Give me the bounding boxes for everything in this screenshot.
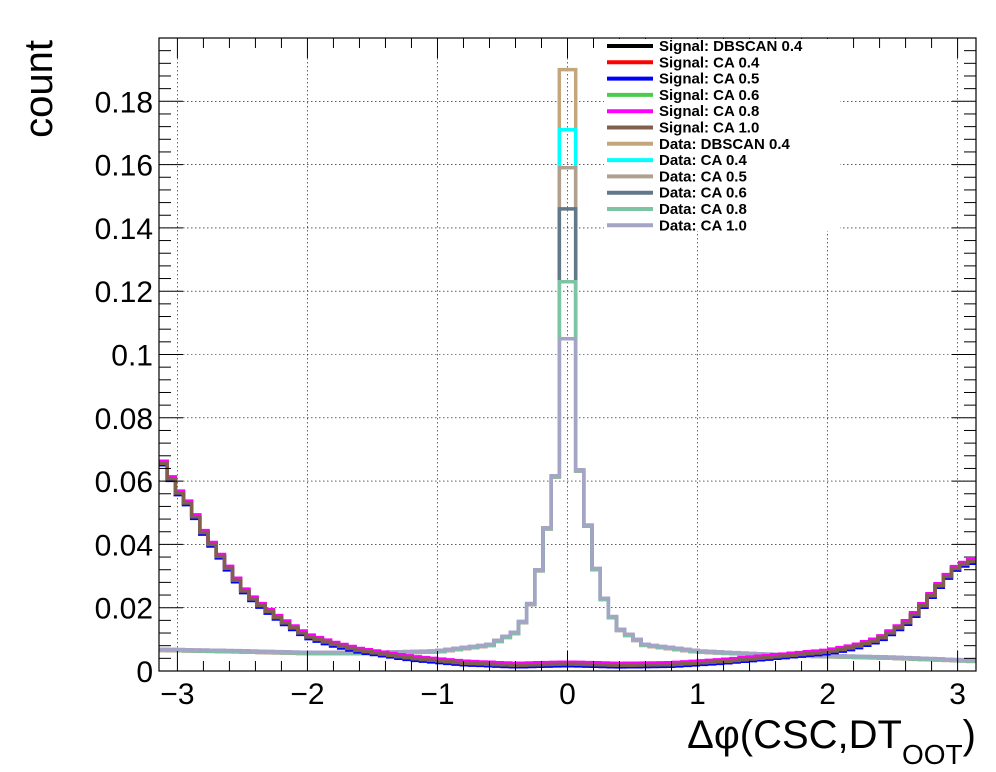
- y-tick-label: 0.14: [95, 213, 153, 246]
- y-tick-label: 0.02: [95, 593, 153, 626]
- x-tick-label: −3: [160, 678, 194, 711]
- legend-label: Signal: CA 0.6: [659, 87, 759, 104]
- y-tick-label: 0.04: [95, 529, 153, 562]
- legend-label: Data: CA 0.6: [659, 185, 747, 202]
- y-tick-label: 0.06: [95, 466, 153, 499]
- legend-label: Data: CA 1.0: [659, 217, 747, 234]
- legend-label: Signal: CA 0.8: [659, 103, 759, 120]
- legend-label: Signal: CA 1.0: [659, 120, 759, 137]
- x-tick-label: 1: [689, 678, 706, 711]
- legend-label: Signal: DBSCAN 0.4: [659, 38, 803, 55]
- x-tick-label: 3: [949, 678, 966, 711]
- legend-label: Data: CA 0.4: [659, 152, 747, 169]
- x-tick-label: 0: [559, 678, 576, 711]
- x-tick-label: 2: [819, 678, 836, 711]
- x-tick-label: −2: [290, 678, 324, 711]
- y-tick-label: 0.16: [95, 150, 153, 183]
- legend-label: Signal: CA 0.4: [659, 54, 760, 71]
- grid: [159, 38, 976, 672]
- y-tick-label: 0.1: [111, 340, 153, 373]
- y-tick-label: 0.18: [95, 86, 153, 119]
- x-axis-title-subscript: OOT: [902, 739, 963, 770]
- legend-box: [604, 39, 840, 231]
- series-line: [159, 336, 976, 662]
- y-tick-label: 0: [136, 656, 153, 689]
- x-axis-title: Δφ(CSC,DTOOT): [687, 713, 976, 770]
- x-axis-title-close: ): [963, 713, 976, 757]
- legend-label: Data: DBSCAN 0.4: [659, 136, 791, 153]
- y-tick-label: 0.12: [95, 276, 153, 309]
- axis-ticks: −3 −2 −1 0 1 2 3 0 0.02 0.04 0.06 0.08 0.1 0.12 0.14 0.…: [95, 38, 976, 711]
- legend-label: Data: CA 0.8: [659, 201, 747, 218]
- legend-label: Data: CA 0.5: [659, 168, 747, 185]
- x-tick-label: −1: [420, 678, 454, 711]
- y-tick-label: 0.08: [95, 403, 153, 436]
- y-axis-title: count: [17, 40, 61, 138]
- x-axis-title-main: Δφ(CSC,DT: [687, 713, 902, 757]
- legend-label: Signal: CA 0.5: [659, 71, 759, 88]
